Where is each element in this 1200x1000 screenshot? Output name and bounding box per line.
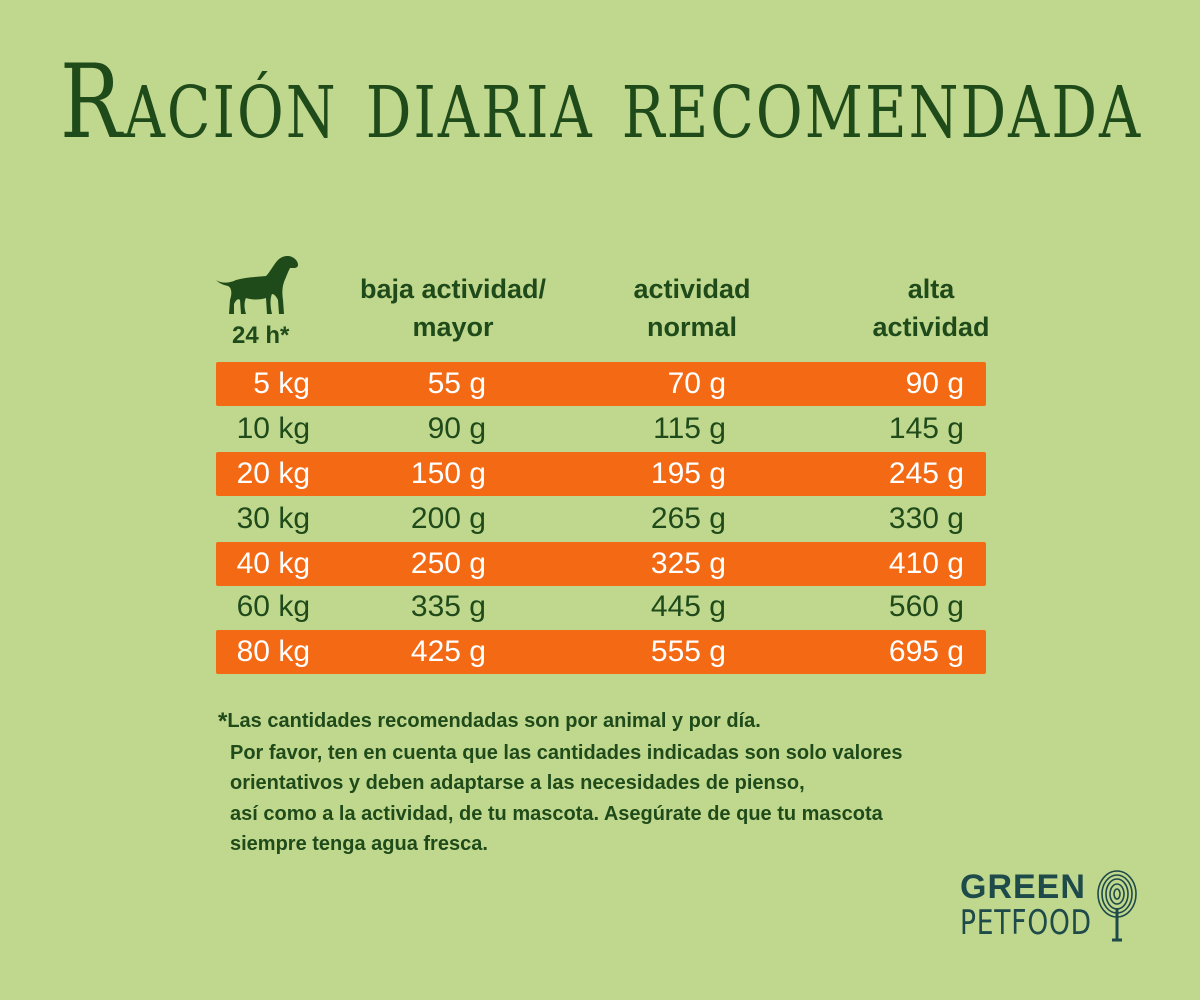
normal-activity-cell: 445 g	[650, 590, 726, 623]
weight-cell: 40 kg	[236, 547, 310, 580]
footnote-asterisk: *	[218, 708, 228, 735]
high-activity-cell: 245 g	[888, 457, 964, 490]
footnote-line: Por favor, ten en cuenta que las cantida…	[230, 741, 903, 764]
footnote-line: orientativos y deben adaptarse a las nec…	[230, 772, 805, 794]
table-row: 60 kg 335 g 445 g 560 g	[216, 585, 986, 629]
weight-cell: 30 kg	[236, 502, 310, 535]
low-activity-cell: 90 g	[427, 412, 486, 445]
weight-cell: 10 kg	[236, 412, 310, 445]
column-header-low-activity: baja actividad/ mayor	[359, 274, 547, 342]
high-activity-cell: 145 g	[888, 412, 964, 445]
fingerprint-tree-icon	[1097, 870, 1137, 942]
low-activity-cell: 425 g	[410, 635, 486, 668]
footnote-line: así como a la actividad, de tu mascota. …	[230, 802, 883, 825]
low-activity-cell: 150 g	[410, 457, 486, 490]
normal-activity-cell: 325 g	[650, 547, 726, 580]
normal-activity-cell: 265 g	[650, 502, 726, 535]
normal-activity-cell: 555 g	[650, 635, 726, 668]
normal-activity-cell: 195 g	[650, 457, 726, 490]
dog-icon	[216, 256, 298, 314]
low-activity-cell: 335 g	[410, 590, 486, 623]
footnote: *Las cantidades recomendadas son por ani…	[218, 706, 1018, 860]
high-activity-cell: 695 g	[888, 635, 964, 668]
table-row: 30 kg 200 g 265 g 330 g	[216, 497, 986, 541]
table-row: 5 kg 55 g 70 g 90 g	[216, 362, 986, 406]
column-header-normal-activity: actividad normal	[633, 274, 751, 342]
column-header-high-activity: alta actividad	[872, 274, 990, 342]
logo-line-green: GREEN	[960, 868, 1086, 906]
normal-activity-cell: 115 g	[653, 412, 726, 445]
footnote-line: Las cantidades recomendadas son por anim…	[227, 710, 761, 732]
weight-cell: 5 kg	[253, 367, 310, 400]
low-activity-cell: 250 g	[410, 547, 486, 580]
weight-cell: 20 kg	[236, 457, 310, 490]
logo-line-petfood: PETFOOD	[960, 903, 1092, 943]
high-activity-cell: 90 g	[905, 367, 964, 400]
table-row: 20 kg 150 g 195 g 245 g	[216, 452, 986, 496]
high-activity-cell: 410 g	[888, 547, 964, 580]
brand-logo: GREEN PETFOOD	[960, 866, 1150, 946]
weight-cell: 60 kg	[236, 590, 310, 623]
low-activity-cell: 55 g	[427, 367, 486, 400]
table-row: 10 kg 90 g 115 g 145 g	[216, 407, 986, 451]
high-activity-cell: 560 g	[888, 590, 964, 623]
high-activity-cell: 330 g	[888, 502, 964, 535]
period-label: 24 h*	[232, 322, 290, 349]
table-row: 40 kg 250 g 325 g 410 g	[216, 542, 986, 586]
page-title: Ración diaria recomendada	[60, 43, 1143, 162]
weight-cell: 80 kg	[236, 635, 310, 668]
normal-activity-cell: 70 g	[667, 367, 726, 400]
table-row: 80 kg 425 g 555 g 695 g	[216, 630, 986, 674]
low-activity-cell: 200 g	[410, 502, 486, 535]
footnote-line: siempre tenga agua fresca.	[230, 833, 488, 855]
